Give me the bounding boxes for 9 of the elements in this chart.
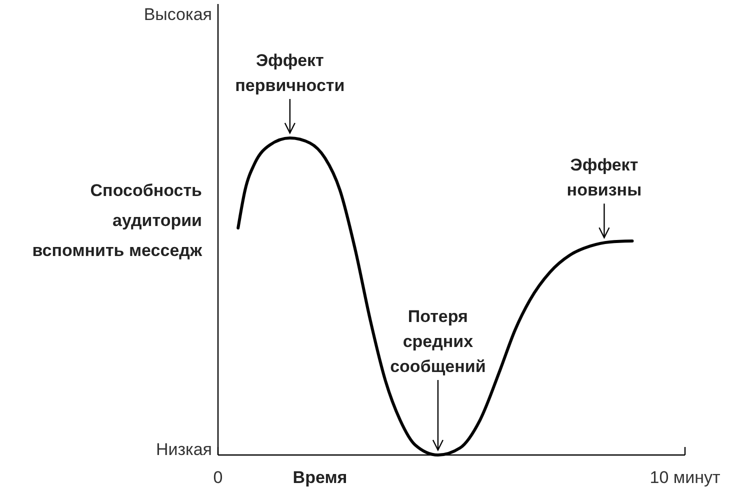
text: Низкая xyxy=(156,440,212,459)
y-axis-title: Способность аудитории вспомнить месседж xyxy=(32,181,203,260)
x-axis-title: Время xyxy=(292,468,348,487)
x-tick-label: 0 xyxy=(213,468,223,487)
text: Высокая xyxy=(144,5,212,24)
annotation: Потеря средних сообщений xyxy=(390,307,486,376)
x-tick-label: 10 минут xyxy=(650,468,720,487)
annotation: Эффект первичности xyxy=(235,51,345,95)
annotation: Эффект новизны xyxy=(566,156,642,200)
